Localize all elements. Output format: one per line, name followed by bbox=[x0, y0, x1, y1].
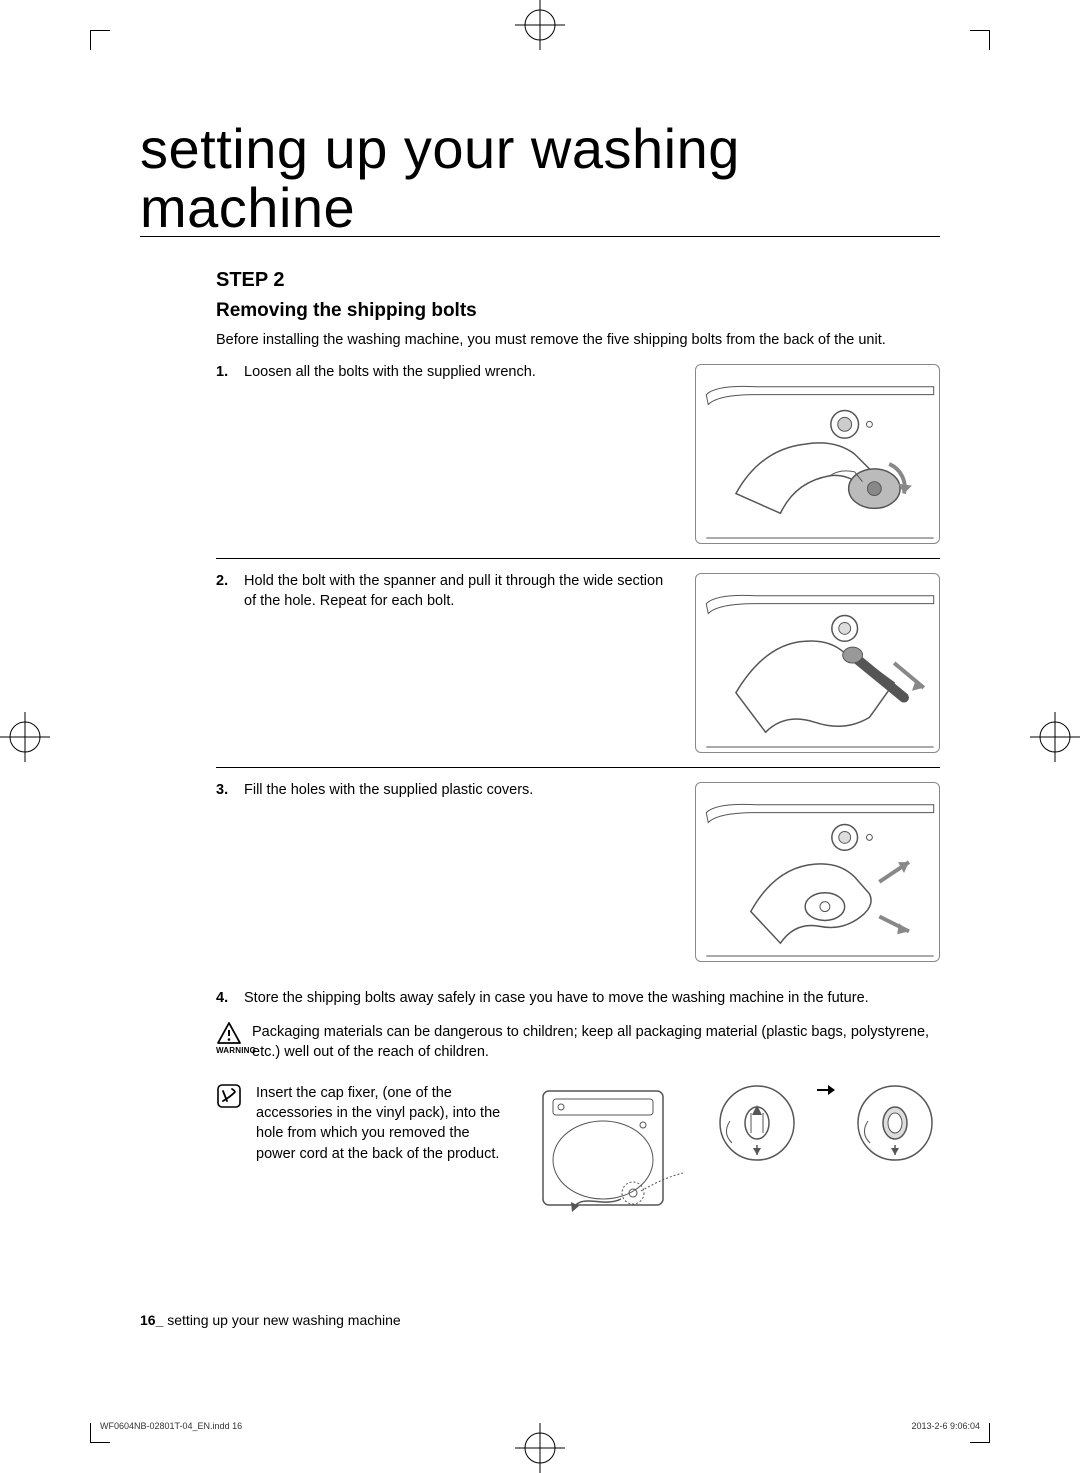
note-hole-detail-after bbox=[850, 1083, 940, 1163]
section-subtitle: Removing the shipping bolts bbox=[216, 300, 940, 322]
crop-mark-right bbox=[1030, 712, 1080, 762]
manual-page: setting up your washing machine STEP 2 R… bbox=[0, 0, 1080, 1473]
footer: 16_ setting up your new washing machine bbox=[140, 1312, 401, 1328]
step-label: STEP 2 bbox=[216, 269, 940, 292]
note-hole-detail-before bbox=[712, 1083, 802, 1163]
note-text: Insert the cap fixer, (one of the access… bbox=[256, 1083, 509, 1164]
step-number: 4. bbox=[216, 988, 234, 1008]
note-callout: Insert the cap fixer, (one of the access… bbox=[216, 1083, 940, 1213]
warning-label: WARNING bbox=[216, 1045, 242, 1056]
step-row-1: 1. Loosen all the bolts with the supplie… bbox=[216, 362, 940, 559]
warning-icon: WARNING bbox=[216, 1022, 242, 1056]
crop-mark-top bbox=[515, 0, 565, 50]
step-row-2: 2. Hold the bolt with the spanner and pu… bbox=[216, 559, 940, 768]
arrow-icon bbox=[816, 1083, 836, 1097]
step-body: Fill the holes with the supplied plastic… bbox=[244, 780, 675, 800]
page-title: setting up your washing machine bbox=[140, 120, 940, 238]
corner-mark-tr bbox=[970, 30, 990, 50]
print-timestamp: 2013-2-6 9:06:04 bbox=[911, 1421, 980, 1431]
crop-mark-bottom bbox=[515, 1423, 565, 1473]
corner-mark-tl bbox=[90, 30, 110, 50]
note-washing-machine-back bbox=[523, 1083, 698, 1213]
step-illustration-1 bbox=[695, 364, 940, 544]
step-text: 3. Fill the holes with the supplied plas… bbox=[216, 780, 675, 800]
crop-mark-left bbox=[0, 712, 50, 762]
inner-column: STEP 2 Removing the shipping bolts Befor… bbox=[140, 269, 940, 1213]
content-area: setting up your washing machine STEP 2 R… bbox=[90, 30, 990, 1303]
step-illustration-2 bbox=[695, 573, 940, 753]
step-body: Loosen all the bolts with the supplied w… bbox=[244, 362, 675, 382]
note-icon bbox=[216, 1083, 242, 1114]
step-number: 3. bbox=[216, 780, 234, 800]
step-illustration-3 bbox=[695, 782, 940, 962]
warning-text: Packaging materials can be dangerous to … bbox=[252, 1022, 940, 1063]
step-row-3: 3. Fill the holes with the supplied plas… bbox=[216, 768, 940, 976]
note-images bbox=[523, 1083, 940, 1213]
page-number: 16_ bbox=[140, 1312, 163, 1328]
step-text: 1. Loosen all the bolts with the supplie… bbox=[216, 362, 675, 382]
step-body: Store the shipping bolts away safely in … bbox=[244, 988, 940, 1008]
print-file-info: WF0604NB-02801T-04_EN.indd 16 bbox=[100, 1421, 242, 1431]
step-number: 1. bbox=[216, 362, 234, 382]
step-text: 2. Hold the bolt with the spanner and pu… bbox=[216, 571, 675, 612]
step-row-4: 4. Store the shipping bolts away safely … bbox=[216, 976, 940, 1016]
step-body: Hold the bolt with the spanner and pull … bbox=[244, 571, 675, 612]
warning-callout: WARNING Packaging materials can be dange… bbox=[216, 1022, 940, 1063]
intro-text: Before installing the washing machine, y… bbox=[216, 330, 940, 350]
step-number: 2. bbox=[216, 571, 234, 612]
footer-text: setting up your new washing machine bbox=[167, 1312, 400, 1328]
